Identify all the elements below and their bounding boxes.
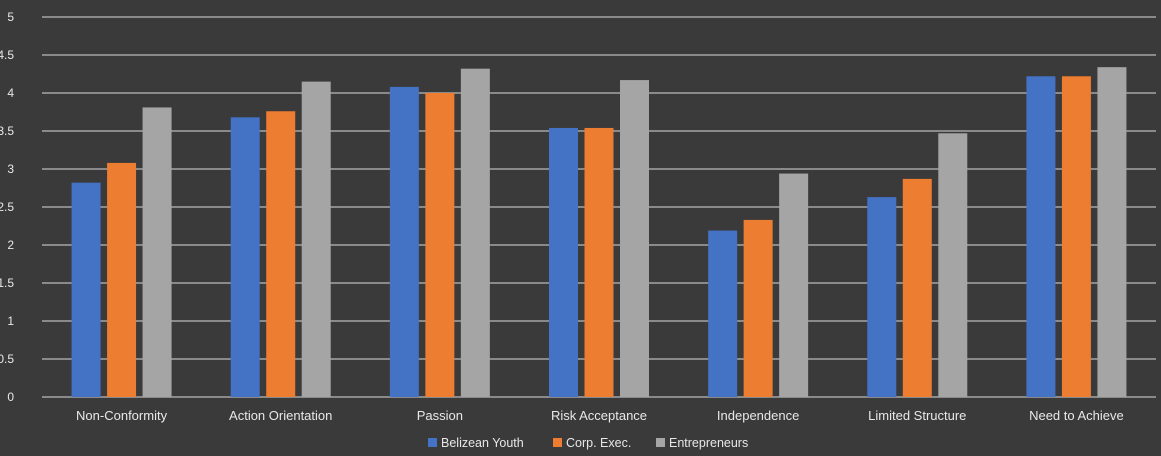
y-axis-ticks: 0 0.5 1 1.5 2 2.5 3 3.5 4 4.5 5: [0, 10, 14, 404]
y-tick-label: 1: [7, 314, 14, 328]
legend-label: Entrepreneurs: [669, 436, 748, 450]
x-category-label: Passion: [417, 408, 463, 423]
y-tick-label: 5: [7, 10, 14, 24]
x-category-label: Independence: [717, 408, 799, 423]
bar-entrepreneurs-non-conformity: [142, 107, 172, 397]
x-category-label: Limited Structure: [868, 408, 966, 423]
bar-belizean-youth-need-to-achieve: [1026, 76, 1056, 397]
x-category-label: Risk Acceptance: [551, 408, 647, 423]
bar-corp-exec-action-orientation: [266, 111, 296, 398]
bar-entrepreneurs-need-to-achieve: [1097, 67, 1127, 397]
bar-entrepreneurs-passion: [460, 68, 490, 398]
y-tick-label: 2.5: [0, 200, 14, 214]
x-category-label: Action Orientation: [229, 408, 332, 423]
y-tick-label: 4: [7, 86, 14, 100]
y-tick-label: 1.5: [0, 276, 14, 290]
bar-entrepreneurs-independence: [779, 173, 809, 397]
bar-belizean-youth-passion: [389, 86, 419, 398]
bar-corp-exec-risk-acceptance: [584, 127, 614, 398]
x-category-label: Need to Achieve: [1029, 408, 1124, 423]
bar-belizean-youth-non-conformity: [71, 182, 101, 397]
bar-belizean-youth-action-orientation: [230, 117, 260, 397]
bar-belizean-youth-independence: [708, 230, 738, 397]
bar-belizean-youth-risk-acceptance: [549, 127, 578, 398]
legend-label: Corp. Exec.: [566, 436, 631, 450]
bars: [71, 67, 1127, 398]
legend-swatch: [428, 438, 437, 447]
bar-corp-exec-non-conformity: [107, 162, 137, 397]
x-axis-labels: Non-Conformity Action Orientation Passion R…: [76, 408, 1124, 423]
y-tick-label: 3.5: [0, 124, 14, 138]
bar-corp-exec-independence: [743, 219, 773, 397]
x-category-label: Non-Conformity: [76, 408, 168, 423]
y-tick-label: 2: [7, 238, 14, 252]
legend-swatch: [656, 438, 665, 447]
legend: Belizean Youth Corp. Exec. Entrepreneurs: [428, 436, 748, 450]
y-tick-label: 0.5: [0, 352, 14, 366]
bar-entrepreneurs-action-orientation: [301, 81, 331, 397]
y-tick-label: 4.5: [0, 48, 14, 62]
y-tick-label: 0: [7, 390, 14, 404]
bar-corp-exec-need-to-achieve: [1061, 76, 1091, 397]
bar-corp-exec-passion: [425, 93, 455, 397]
y-tick-label: 3: [7, 162, 14, 176]
bar-entrepreneurs-risk-acceptance: [620, 80, 649, 397]
legend-swatch: [553, 438, 562, 447]
bar-belizean-youth-limited-structure: [867, 197, 897, 397]
bar-corp-exec-limited-structure: [902, 178, 932, 397]
legend-label: Belizean Youth: [441, 436, 524, 450]
bar-entrepreneurs-limited-structure: [938, 133, 968, 397]
